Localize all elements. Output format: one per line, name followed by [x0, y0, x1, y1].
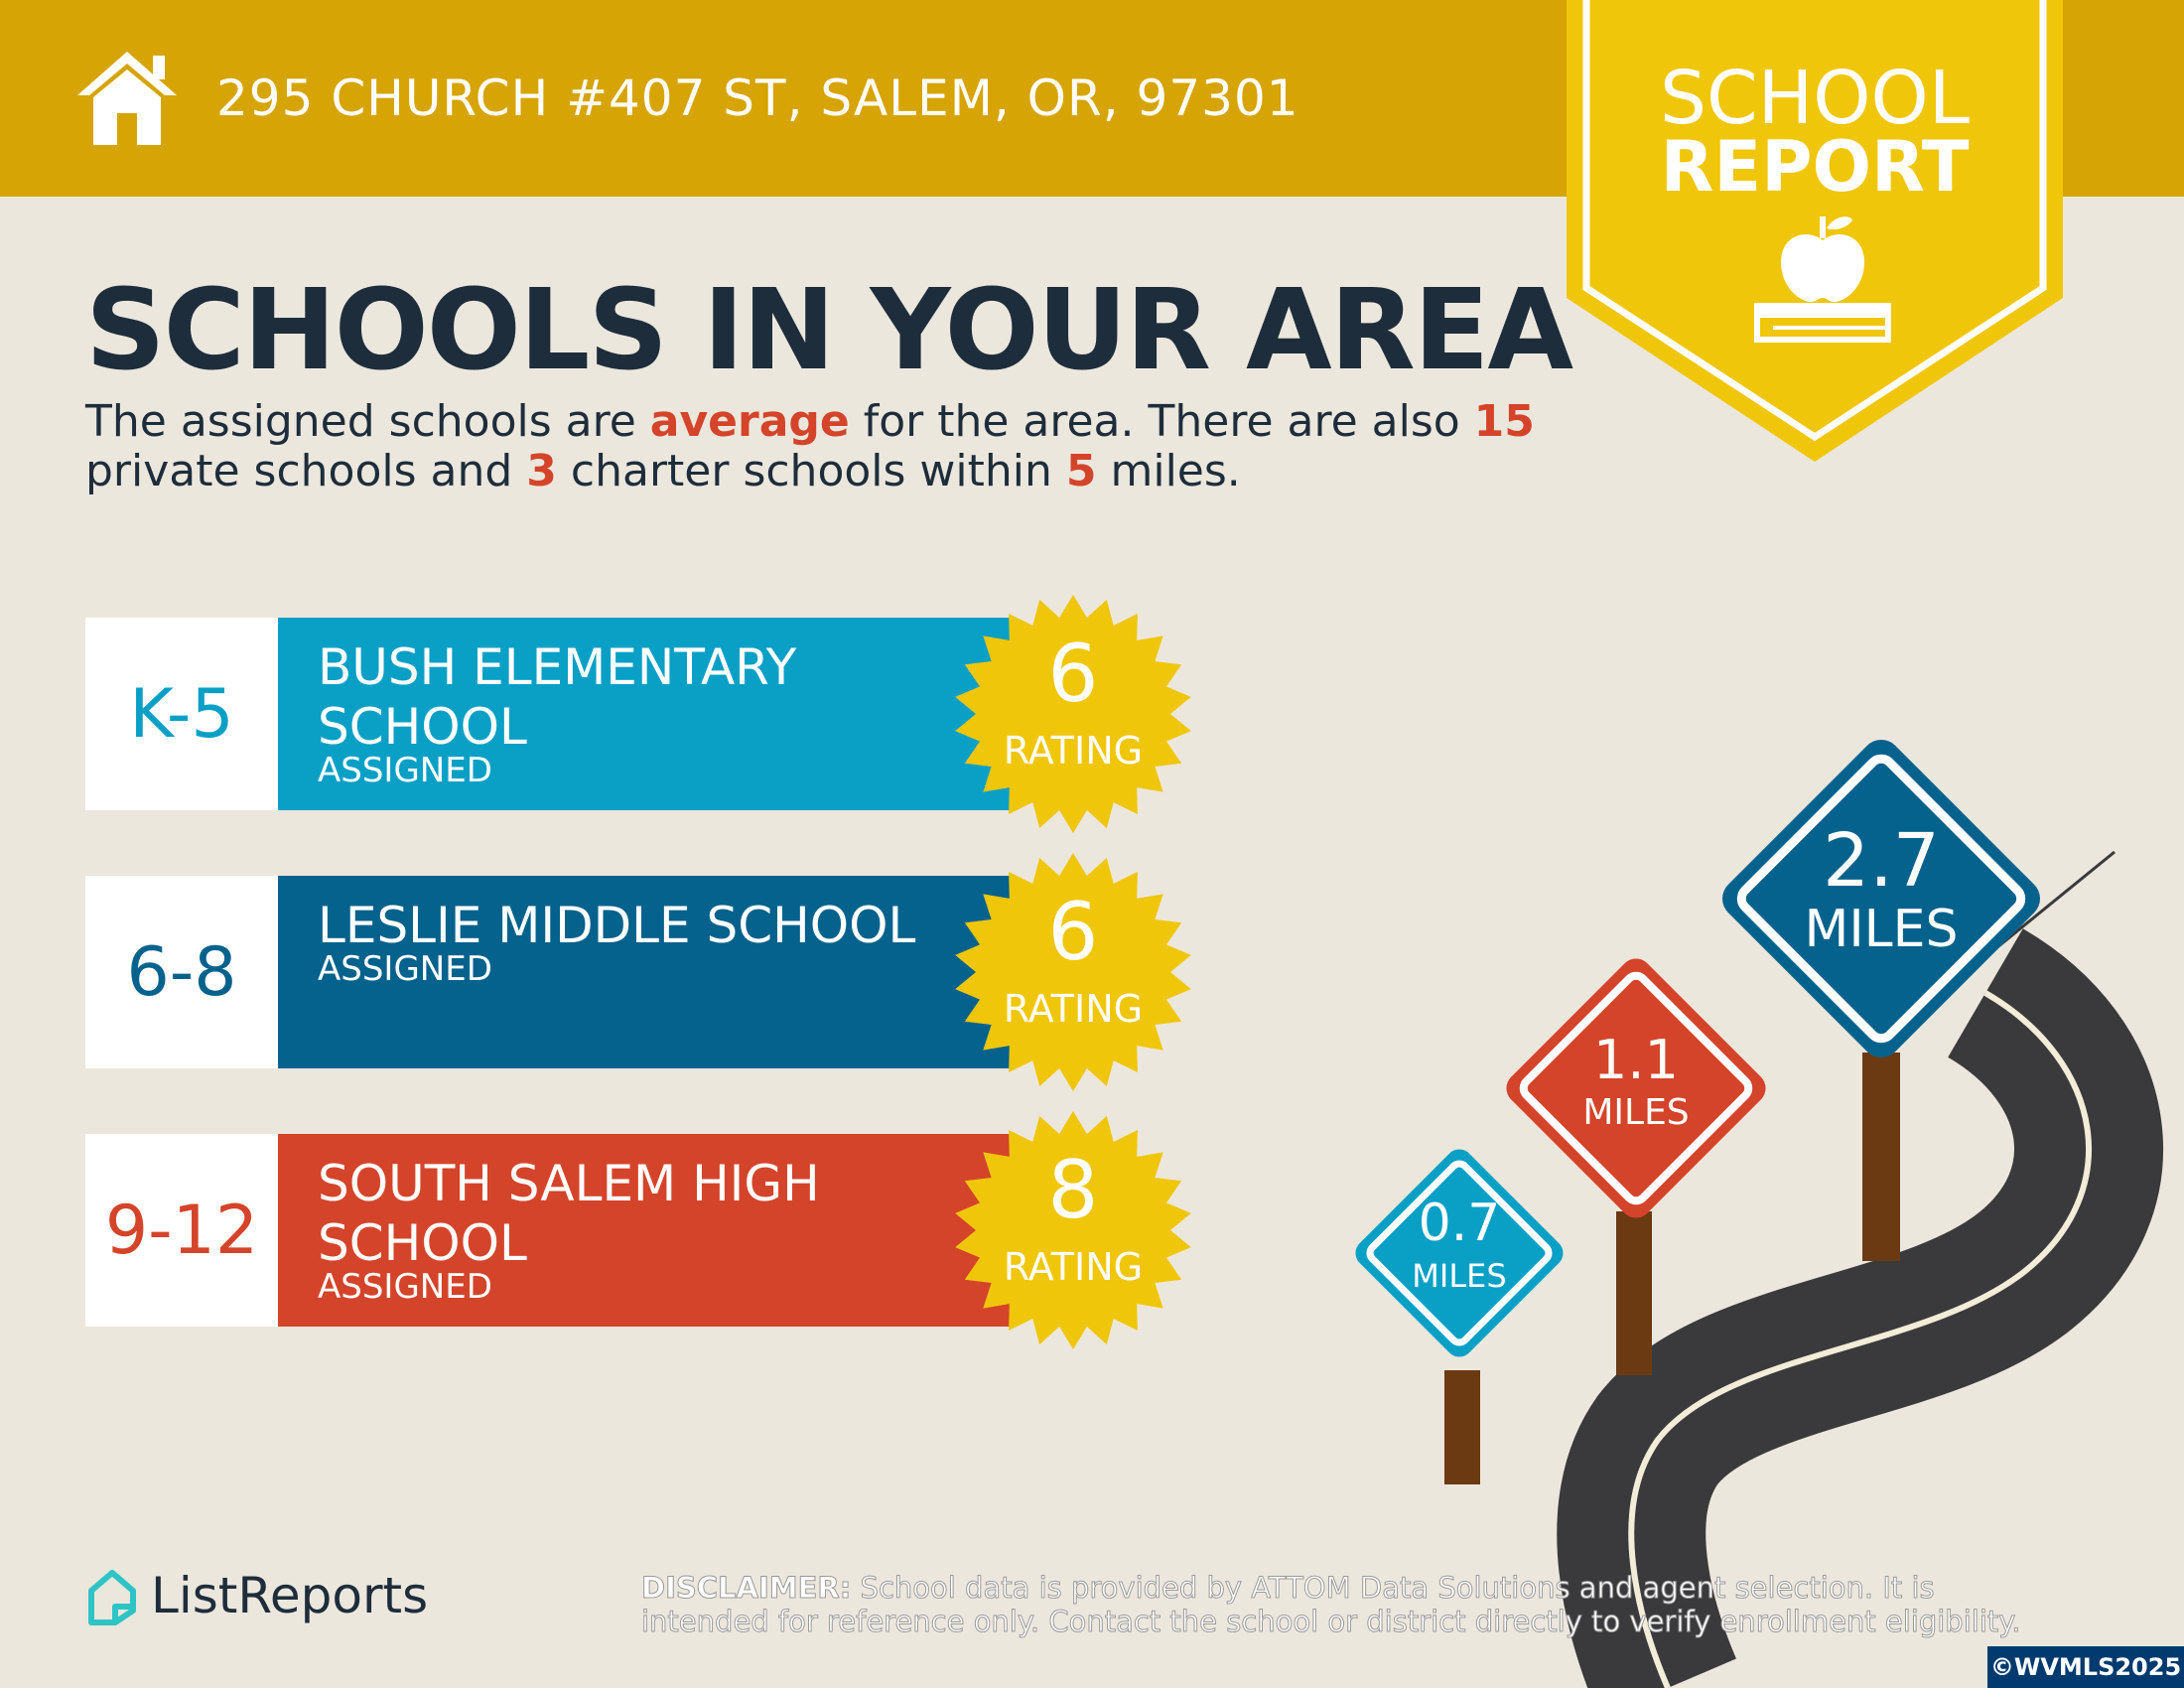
rating-burst-icon [955, 595, 1191, 833]
rating-burst-icon [955, 853, 1191, 1091]
school-name: BUSH ELEMENTARY SCHOOL [318, 638, 797, 756]
school-bar: LESLIE MIDDLE SCHOOL ASSIGNED [278, 876, 1013, 1068]
rating-value: 8 [1047, 1144, 1099, 1236]
listreports-logo-text: ListReports [151, 1567, 429, 1624]
distance-unit: MILES [1804, 900, 1959, 959]
grade-range: K-5 [85, 618, 278, 810]
radius-miles: 5 [1065, 446, 1097, 496]
grade-range: 9-12 [85, 1134, 278, 1327]
listreports-logo-icon [88, 1570, 136, 1625]
school-bar: SOUTH SALEM HIGH SCHOOL ASSIGNED [278, 1134, 1013, 1327]
distance-sign-far [1721, 739, 2041, 1058]
school-name: SOUTH SALEM HIGH SCHOOL [318, 1155, 820, 1272]
rating-label: RATING [1003, 729, 1144, 773]
school-status: ASSIGNED [318, 751, 492, 790]
distance-sign-near [1355, 1149, 1564, 1357]
distance-value: 1.1 [1593, 1029, 1679, 1091]
distance-unit: MILES [1412, 1257, 1507, 1295]
property-address: 295 CHURCH #407 ST, SALEM, OR, 97301 [216, 70, 1299, 127]
home-icon [77, 52, 177, 145]
school-row-elementary: K-5 BUSH ELEMENTARY SCHOOL ASSIGNED 6 RA… [85, 595, 1191, 833]
distance-value: 2.7 [1823, 818, 1940, 904]
rating-value: 6 [1047, 628, 1099, 720]
rating-label: RATING [1003, 987, 1144, 1031]
quality-highlight: average [649, 396, 850, 447]
apple-on-book-icon [1754, 216, 1891, 343]
sign-post [1444, 1370, 1480, 1484]
rating-value: 6 [1047, 886, 1099, 978]
intro-text: The assigned schools are average for the… [85, 396, 1535, 496]
distance-unit: MILES [1582, 1092, 1690, 1133]
distance-sign-mid [1506, 958, 1766, 1218]
charter-count: 3 [526, 446, 557, 496]
badge-title-report: REPORT [1660, 126, 1970, 208]
grade-range: 6-8 [85, 876, 278, 1068]
badge-title-school: SCHOOL [1659, 56, 1970, 141]
school-row-high: 9-12 SOUTH SALEM HIGH SCHOOL ASSIGNED 8 … [85, 1111, 1191, 1349]
school-bar: BUSH ELEMENTARY SCHOOL ASSIGNED [278, 618, 1013, 810]
disclaimer-text: DISCLAIMER: School data is provided by A… [640, 1571, 2021, 1639]
copyright-badge: ©WVMLS2025 [1987, 1646, 2184, 1688]
school-report-badge [1567, 0, 2063, 462]
school-name: LESLIE MIDDLE SCHOOL [318, 897, 916, 954]
school-row-middle: 6-8 LESLIE MIDDLE SCHOOL ASSIGNED 6 RATI… [85, 853, 1191, 1091]
rating-label: RATING [1003, 1245, 1144, 1289]
private-count: 15 [1473, 396, 1535, 447]
school-status: ASSIGNED [318, 949, 492, 989]
rating-burst-icon [955, 1111, 1191, 1349]
page-title: SCHOOLS IN YOUR AREA [85, 266, 1573, 395]
distance-value: 0.7 [1418, 1194, 1501, 1253]
school-status: ASSIGNED [318, 1267, 492, 1307]
sign-post [1862, 1053, 1900, 1261]
sign-post [1616, 1211, 1652, 1375]
